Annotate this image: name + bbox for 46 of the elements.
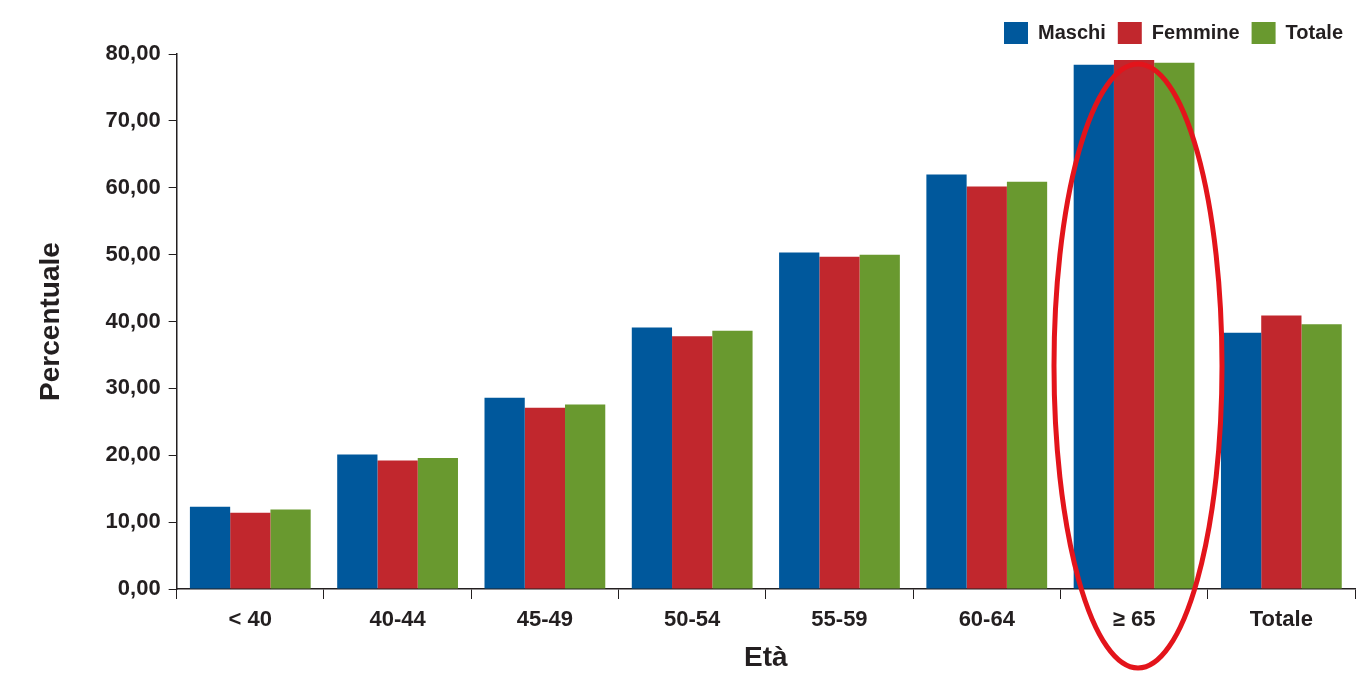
legend-label: Totale	[1285, 20, 1344, 43]
bar	[672, 336, 713, 589]
bar	[189, 506, 231, 589]
bar	[1073, 64, 1114, 589]
bar	[1006, 181, 1048, 589]
y-tick-label: 60,00	[105, 173, 161, 199]
x-tick-label: ≥ 65	[1112, 606, 1156, 632]
bar	[859, 254, 900, 589]
bar	[524, 407, 566, 589]
bar	[1301, 324, 1342, 589]
bar	[565, 404, 606, 589]
y-tick-label: 80,00	[105, 40, 161, 66]
x-tick-label: 40-44	[369, 606, 427, 632]
legend-label: Femmine	[1151, 20, 1240, 43]
x-tick-label: 45-49	[516, 606, 574, 632]
y-tick-label: 50,00	[105, 240, 161, 266]
bar	[926, 174, 967, 589]
bar	[1220, 332, 1262, 589]
x-tick-label: 50-54	[664, 606, 722, 632]
bar	[337, 454, 378, 589]
bar	[417, 457, 458, 589]
bar	[966, 186, 1007, 589]
bar	[377, 460, 418, 589]
y-tick-label: 0,00	[117, 575, 161, 601]
y-tick-label: 20,00	[105, 441, 161, 467]
bar	[1261, 315, 1302, 589]
bar	[1154, 62, 1195, 589]
x-axis-title: Età	[744, 640, 789, 672]
bar	[819, 256, 860, 589]
x-tick-label: 55-59	[811, 606, 868, 632]
x-tick-label: Totale	[1249, 606, 1313, 632]
legend-label: Maschi	[1037, 20, 1106, 43]
bar	[1113, 60, 1155, 589]
y-tick-label: 40,00	[105, 307, 161, 333]
bar	[270, 509, 311, 589]
x-tick-label: 60-64	[958, 606, 1016, 632]
bar	[484, 397, 525, 589]
y-tick-label: 10,00	[105, 508, 161, 534]
y-tick-label: 30,00	[105, 374, 161, 400]
x-tick-label: < 40	[228, 606, 273, 632]
bar	[712, 330, 753, 589]
bar	[779, 252, 820, 589]
bar	[230, 512, 271, 589]
y-tick-label: 70,00	[105, 106, 161, 132]
y-axis-title: Percentuale	[33, 242, 65, 401]
bar	[631, 327, 673, 589]
